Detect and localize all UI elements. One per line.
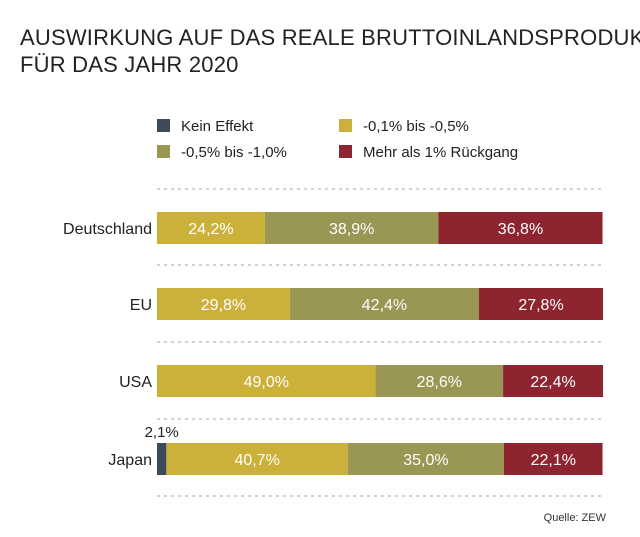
- legend-swatch-minus-05-10: [157, 145, 170, 158]
- legend-item-minus-01-05: -0,1% bis -0,5%: [339, 118, 469, 135]
- bar-segment-usa-mehr-als-1-r-ckgang: [503, 365, 603, 397]
- bar-segment-eu-0-5-bis-1-0: [289, 288, 480, 320]
- bar-segment-deutschland-mehr-als-1-r-ckgang: [438, 212, 603, 244]
- category-label-usa: USA: [119, 374, 152, 391]
- data-label-eu-0-5-bis-1-0: 42,4%: [362, 297, 407, 314]
- bar-segment-usa-0-1-bis-0-5: [157, 365, 376, 397]
- legend-label-mehr-als-1: Mehr als 1% Rückgang: [363, 144, 519, 161]
- data-label-deutschland-0-5-bis-1-0: 38,9%: [329, 221, 374, 238]
- legend-label-minus-01-05: -0,1% bis -0,5%: [363, 118, 469, 135]
- data-label-japan-0-1-bis-0-5: 40,7%: [234, 452, 279, 469]
- chart-title-line-2: FÜR DAS JAHR 2020: [20, 52, 239, 77]
- data-label-eu-mehr-als-1-r-ckgang: 27,8%: [518, 297, 563, 314]
- bar-segment-deutschland-0-5-bis-1-0: [264, 212, 439, 244]
- source-note: Quelle: ZEW: [543, 512, 606, 524]
- data-label-japan-mehr-als-1-r-ckgang: 22,1%: [531, 452, 576, 469]
- bar-segment-deutschland-0-1-bis-0-5: [157, 212, 265, 244]
- data-label-deutschland-mehr-als-1-r-ckgang: 36,8%: [498, 221, 543, 238]
- legend-item-kein-effekt: Kein Effekt: [157, 118, 253, 135]
- bar-segment-usa-0-5-bis-1-0: [375, 365, 504, 397]
- chart-title-line-1: AUSWIRKUNG AUF DAS REALE BRUTTOINLANDSPR…: [20, 25, 640, 50]
- chart-title: AUSWIRKUNG AUF DAS REALE BRUTTOINLANDSPR…: [20, 24, 640, 78]
- bar-segment-eu-mehr-als-1-r-ckgang: [479, 288, 603, 320]
- data-label-usa-mehr-als-1-r-ckgang: 22,4%: [530, 374, 575, 391]
- data-label-japan-0-5-bis-1-0: 35,0%: [403, 452, 448, 469]
- data-label-usa-0-1-bis-0-5: 49,0%: [244, 374, 289, 391]
- legend-swatch-mehr-als-1: [339, 145, 352, 158]
- bar-segment-japan-0-1-bis-0-5: [166, 443, 348, 475]
- legend-swatch-minus-01-05: [339, 119, 352, 132]
- category-label-eu: EU: [130, 297, 152, 314]
- bar-segment-eu-0-1-bis-0-5: [157, 288, 290, 320]
- category-label-deutschland: Deutschland: [63, 221, 152, 238]
- legend-label-minus-05-10: -0,5% bis -1,0%: [181, 144, 287, 161]
- data-label-eu-0-1-bis-0-5: 29,8%: [201, 297, 246, 314]
- data-label-usa-0-5-bis-1-0: 28,6%: [417, 374, 462, 391]
- bar-segment-japan-0-5-bis-1-0: [347, 443, 504, 475]
- legend-label-kein-effekt: Kein Effekt: [181, 118, 254, 135]
- bar-segment-japan-kein-effekt: [157, 443, 167, 475]
- legend-item-mehr-als-1: Mehr als 1% Rückgang: [339, 144, 518, 161]
- bar-segment-japan-mehr-als-1-r-ckgang: [503, 443, 603, 475]
- legend-swatch-kein-effekt: [157, 119, 170, 132]
- category-label-japan: Japan: [108, 452, 152, 469]
- legend-item-minus-05-10: -0,5% bis -1,0%: [157, 144, 287, 161]
- data-label-deutschland-0-1-bis-0-5: 24,2%: [188, 221, 233, 238]
- data-label-japan-kein-effekt: 2,1%: [145, 424, 179, 441]
